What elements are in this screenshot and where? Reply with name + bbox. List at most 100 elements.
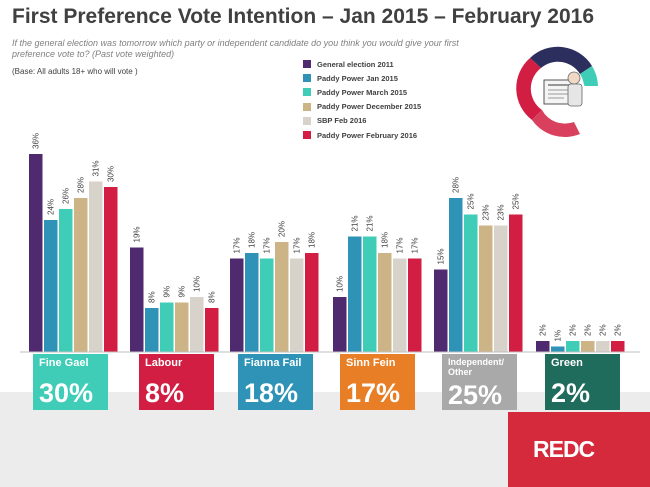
data-label: 2% (568, 324, 577, 336)
bar (348, 236, 362, 352)
data-label: 9% (162, 286, 171, 298)
party-summary-fianna-fail: Fianna Fail 18% (238, 354, 313, 410)
data-label: 25% (511, 193, 520, 209)
graphic-arc-teal (580, 66, 598, 86)
party-summary-independent-other: Independent/ Other 25% (442, 354, 517, 410)
graphic-arc-navy (530, 46, 592, 74)
bar (245, 253, 259, 352)
bar (104, 187, 118, 352)
data-label: 36% (31, 133, 40, 149)
legend-item: Paddy Power February 2016 (303, 128, 421, 142)
legend-swatch (303, 74, 311, 83)
data-label: 2% (613, 324, 622, 336)
legend-swatch (303, 102, 311, 111)
bar (363, 236, 377, 352)
legend-swatch (303, 88, 311, 97)
bar (449, 198, 463, 352)
data-label: 8% (147, 291, 156, 303)
legend-item: Paddy Power December 2015 (303, 100, 421, 114)
data-label: 18% (380, 232, 389, 248)
data-label: 2% (538, 324, 547, 336)
chart-title: First Preference Vote Intention – Jan 20… (12, 5, 595, 28)
brand-logo-text: REDC (533, 436, 595, 462)
bar (205, 308, 219, 352)
bar (29, 154, 43, 352)
legend-item: SBP Feb 2016 (303, 114, 421, 128)
bar (434, 269, 448, 352)
bar (275, 242, 289, 352)
bar (611, 341, 625, 352)
base-note: (Base: All adults 18+ who will vote ) (12, 67, 138, 76)
data-label: 28% (451, 177, 460, 193)
data-label: 25% (466, 193, 475, 209)
data-label: 2% (598, 324, 607, 336)
legend-label: Paddy Power February 2016 (317, 130, 418, 140)
bar (130, 247, 144, 352)
party-summary-green: Green 2% (545, 354, 620, 410)
data-label: 15% (436, 248, 445, 264)
data-label: 10% (192, 276, 201, 292)
bar (536, 341, 550, 352)
bar (230, 258, 244, 352)
data-label: 8% (207, 291, 216, 303)
bar (160, 302, 174, 352)
data-label: 19% (132, 226, 141, 242)
data-label: 30% (106, 166, 115, 182)
data-label: 17% (410, 237, 419, 253)
bar (378, 253, 392, 352)
newspaper-reader-graphic (516, 46, 598, 138)
legend: General election 2011 Paddy Power Jan 20… (303, 57, 421, 142)
data-label: 26% (61, 188, 70, 204)
legend-label: Paddy Power December 2015 (317, 102, 422, 112)
party-summary-name: Fine Gael (39, 357, 89, 369)
graphic-arc-red (516, 58, 542, 120)
data-label: 18% (307, 232, 316, 248)
data-label: 10% (335, 276, 344, 292)
bar (175, 302, 189, 352)
bar (596, 341, 610, 352)
data-label: 17% (292, 237, 301, 253)
legend-label: Paddy Power March 2015 (317, 87, 408, 97)
party-summary-name: Labour (145, 357, 183, 369)
data-label: 1% (553, 330, 562, 342)
bar (566, 341, 580, 352)
party-summary-percent: 8% (145, 378, 185, 408)
bar (190, 297, 204, 352)
legend-swatch (303, 116, 311, 125)
data-label: 17% (262, 237, 271, 253)
legend-item: General election 2011 (303, 57, 421, 71)
data-label: 20% (277, 221, 286, 237)
data-label: 21% (365, 215, 374, 231)
bar (145, 308, 159, 352)
party-summary-fine-gael: Fine Gael 30% (33, 354, 108, 410)
chart-subtitle: If the general election was tomorrow whi… (12, 38, 459, 59)
data-label: 2% (583, 324, 592, 336)
brand-logo: REDC (508, 412, 650, 487)
data-label: 31% (91, 160, 100, 176)
data-label: 17% (395, 237, 404, 253)
data-label: 24% (46, 199, 55, 215)
party-summary-name: Sinn Fein (346, 357, 396, 369)
data-label: 23% (481, 204, 490, 220)
bar (290, 258, 304, 352)
party-summary-percent: 25% (448, 380, 503, 410)
party-summary-percent: 18% (244, 378, 299, 408)
party-summary-labour: Labour 8% (139, 354, 214, 410)
bar (74, 198, 88, 352)
legend-swatch (303, 60, 311, 69)
legend-item: Paddy Power March 2015 (303, 85, 421, 99)
legend-item: Paddy Power Jan 2015 (303, 71, 421, 85)
graphic-arc-red-lower (532, 110, 580, 138)
bar (44, 220, 58, 352)
bar (89, 181, 103, 352)
legend-label: Paddy Power Jan 2015 (317, 73, 398, 83)
party-summary-sinn-fein: Sinn Fein 17% (340, 354, 415, 410)
legend-label: General election 2011 (317, 59, 394, 69)
data-label: 17% (232, 237, 241, 253)
bar (59, 209, 73, 352)
party-summary-percent: 2% (551, 378, 591, 408)
bar (464, 214, 478, 352)
bar (581, 341, 595, 352)
party-summary-percent: 17% (346, 378, 401, 408)
